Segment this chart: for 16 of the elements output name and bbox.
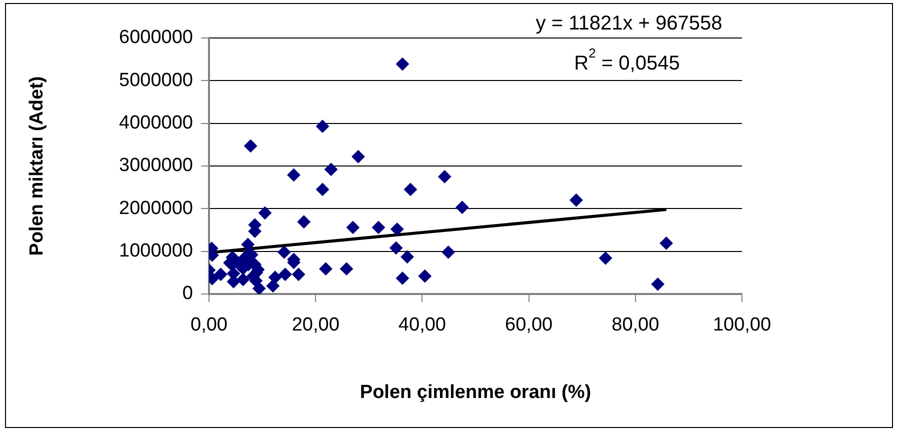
x-tick-label: 0,00 bbox=[190, 314, 228, 336]
x-axis-title: Polen çimlenme oranı (%) bbox=[360, 382, 592, 403]
x-tick-label: 20,00 bbox=[292, 314, 340, 336]
text: y = 11821x + 967558 bbox=[536, 12, 722, 35]
y-tick-label: 6000000 bbox=[119, 27, 193, 48]
y-tick-label: 0 bbox=[182, 283, 193, 304]
y-axis-title: Polen miktarı (Adet) bbox=[26, 76, 48, 256]
x-tick-label: 100,00 bbox=[712, 314, 772, 336]
x-tick-label: 60,00 bbox=[505, 314, 553, 336]
y-tick-label: 4000000 bbox=[119, 112, 193, 134]
x-tick-label: 40,00 bbox=[398, 314, 446, 336]
y-tick-label: 1000000 bbox=[119, 240, 193, 262]
y-tick-label: 2000000 bbox=[119, 198, 193, 219]
y-tick-label: 5000000 bbox=[119, 70, 193, 91]
x-tick-label: 80,00 bbox=[612, 314, 660, 336]
y-tick-label: 3000000 bbox=[119, 155, 193, 176]
